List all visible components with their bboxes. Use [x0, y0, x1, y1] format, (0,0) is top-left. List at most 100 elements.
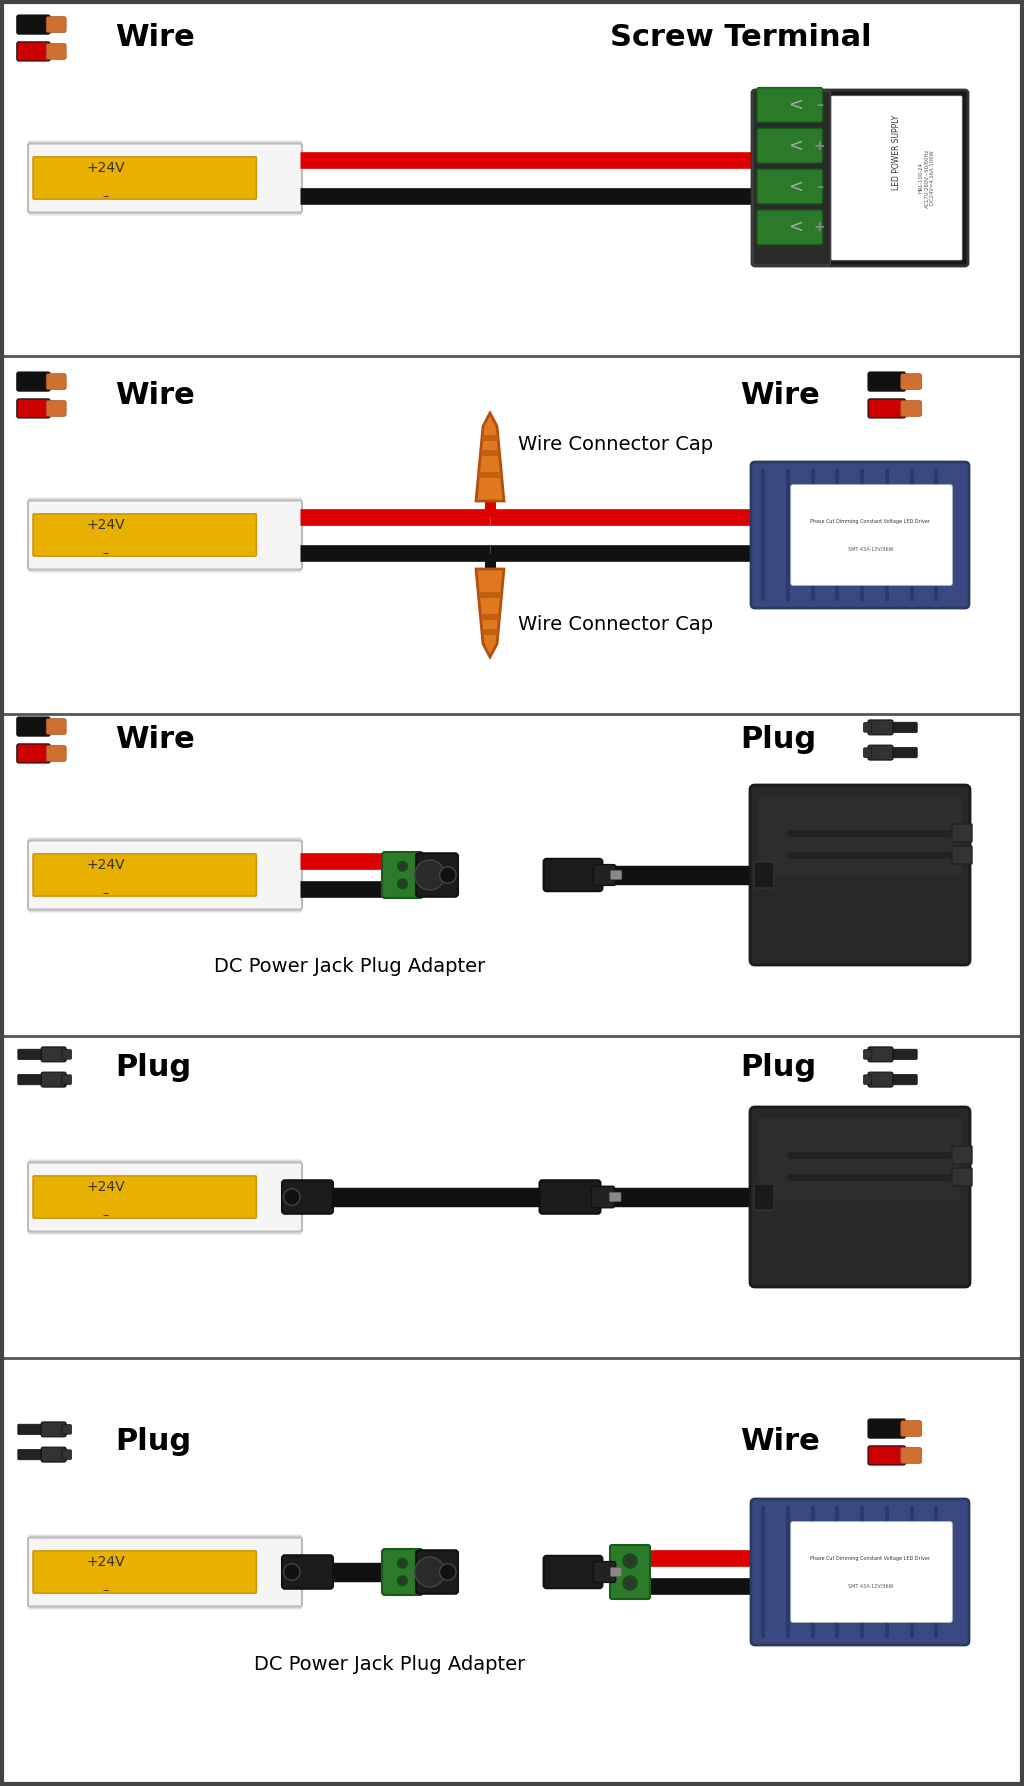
FancyBboxPatch shape	[610, 1545, 650, 1598]
FancyBboxPatch shape	[593, 1561, 615, 1582]
FancyBboxPatch shape	[61, 1425, 72, 1434]
Text: –: –	[102, 189, 109, 202]
FancyBboxPatch shape	[757, 88, 822, 121]
Bar	[860, 470, 864, 602]
FancyBboxPatch shape	[759, 797, 961, 877]
Text: <: <	[787, 177, 803, 195]
Bar	[482, 629, 498, 636]
Text: +24V: +24V	[86, 518, 125, 532]
FancyBboxPatch shape	[16, 14, 50, 34]
FancyBboxPatch shape	[759, 1118, 961, 1198]
FancyBboxPatch shape	[544, 1556, 602, 1588]
FancyBboxPatch shape	[751, 1498, 969, 1645]
Circle shape	[400, 1561, 404, 1566]
Circle shape	[415, 861, 444, 889]
FancyBboxPatch shape	[46, 373, 67, 389]
FancyBboxPatch shape	[754, 1184, 774, 1209]
Text: +: +	[814, 139, 825, 152]
Text: DC Power Jack Plug Adapter: DC Power Jack Plug Adapter	[254, 1654, 525, 1673]
Text: +24V: +24V	[86, 859, 125, 872]
Text: +24V: +24V	[86, 1556, 125, 1570]
Text: Wire: Wire	[740, 1427, 820, 1457]
FancyBboxPatch shape	[868, 1072, 893, 1088]
Bar	[811, 1506, 814, 1638]
FancyBboxPatch shape	[61, 1075, 72, 1084]
FancyBboxPatch shape	[757, 170, 822, 204]
FancyBboxPatch shape	[33, 514, 256, 555]
FancyBboxPatch shape	[868, 1047, 893, 1063]
FancyBboxPatch shape	[41, 1072, 67, 1088]
Text: SMT 43A-12V/36W: SMT 43A-12V/36W	[848, 1584, 893, 1588]
Circle shape	[284, 1565, 300, 1581]
FancyBboxPatch shape	[750, 1107, 970, 1288]
Text: Wire Connector Cap: Wire Connector Cap	[518, 436, 713, 454]
FancyBboxPatch shape	[46, 745, 67, 761]
FancyBboxPatch shape	[868, 720, 893, 734]
FancyBboxPatch shape	[28, 141, 302, 216]
FancyBboxPatch shape	[33, 1550, 256, 1593]
Circle shape	[627, 1557, 634, 1565]
Text: Wire: Wire	[115, 725, 195, 754]
FancyBboxPatch shape	[952, 847, 972, 864]
FancyBboxPatch shape	[890, 1048, 918, 1059]
FancyBboxPatch shape	[890, 1075, 918, 1084]
FancyBboxPatch shape	[28, 1534, 302, 1609]
Bar	[478, 472, 502, 477]
FancyBboxPatch shape	[863, 1075, 871, 1084]
Bar	[885, 470, 889, 602]
Polygon shape	[476, 413, 504, 502]
Circle shape	[397, 879, 408, 889]
FancyBboxPatch shape	[33, 854, 256, 897]
Text: Wire: Wire	[115, 380, 195, 409]
FancyBboxPatch shape	[41, 1422, 67, 1438]
FancyBboxPatch shape	[868, 398, 905, 418]
Text: <: <	[787, 96, 803, 114]
FancyBboxPatch shape	[863, 748, 871, 757]
FancyBboxPatch shape	[17, 1048, 45, 1059]
FancyBboxPatch shape	[593, 864, 615, 886]
FancyBboxPatch shape	[16, 716, 50, 736]
FancyBboxPatch shape	[751, 463, 969, 607]
Text: Plug: Plug	[115, 1427, 191, 1457]
FancyBboxPatch shape	[28, 500, 302, 570]
FancyBboxPatch shape	[901, 1448, 922, 1463]
FancyBboxPatch shape	[791, 484, 952, 586]
Circle shape	[400, 882, 404, 886]
Text: –: –	[816, 98, 823, 113]
Text: SMT 43A-12V/36W: SMT 43A-12V/36W	[848, 547, 893, 552]
FancyBboxPatch shape	[791, 1522, 952, 1622]
Text: Plug: Plug	[740, 725, 816, 754]
FancyBboxPatch shape	[750, 786, 970, 964]
FancyBboxPatch shape	[61, 1050, 72, 1059]
FancyBboxPatch shape	[17, 1450, 45, 1459]
Bar	[761, 470, 765, 602]
FancyBboxPatch shape	[28, 498, 302, 573]
FancyBboxPatch shape	[890, 747, 918, 757]
FancyBboxPatch shape	[46, 43, 67, 59]
Text: Wire Connector Cap: Wire Connector Cap	[518, 616, 713, 634]
Circle shape	[397, 1575, 408, 1586]
Bar	[836, 1506, 840, 1638]
FancyBboxPatch shape	[610, 870, 622, 879]
Circle shape	[439, 1565, 456, 1581]
FancyBboxPatch shape	[28, 1163, 302, 1232]
FancyBboxPatch shape	[868, 745, 893, 761]
FancyBboxPatch shape	[17, 1423, 45, 1434]
FancyBboxPatch shape	[752, 89, 968, 266]
FancyBboxPatch shape	[952, 823, 972, 841]
FancyBboxPatch shape	[540, 1181, 600, 1214]
Text: –: –	[816, 180, 823, 193]
FancyBboxPatch shape	[17, 1075, 45, 1084]
FancyBboxPatch shape	[28, 1538, 302, 1606]
Text: Phase Cut Dimming Constant Voltage LED Driver: Phase Cut Dimming Constant Voltage LED D…	[811, 1556, 931, 1561]
Text: Wire: Wire	[740, 380, 820, 409]
Text: Phase Cut Dimming Constant Voltage LED Driver: Phase Cut Dimming Constant Voltage LED D…	[811, 518, 931, 523]
Bar	[478, 593, 502, 598]
FancyBboxPatch shape	[868, 1420, 905, 1438]
Circle shape	[397, 1559, 408, 1568]
Circle shape	[397, 861, 408, 872]
Bar	[909, 1506, 913, 1638]
Bar	[761, 1506, 765, 1638]
Text: DC Power Jack Plug Adapter: DC Power Jack Plug Adapter	[214, 957, 485, 977]
FancyBboxPatch shape	[28, 1159, 302, 1234]
